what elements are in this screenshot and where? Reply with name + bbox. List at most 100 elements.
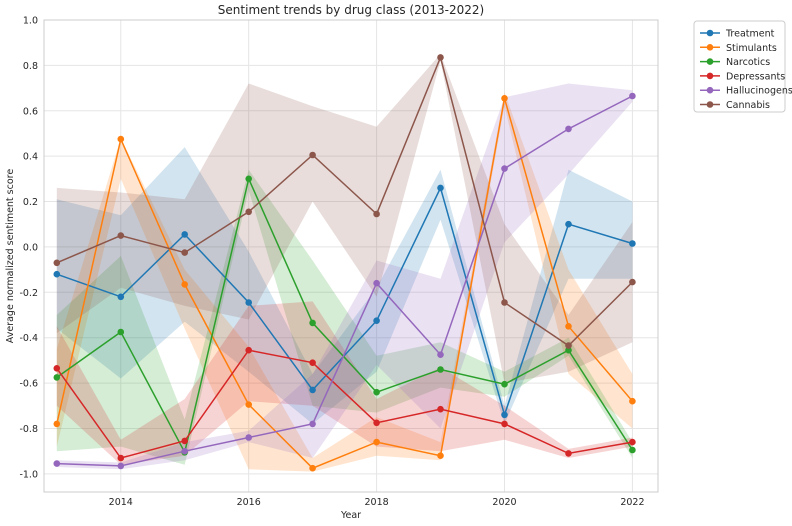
cannabis-point xyxy=(245,208,252,216)
treatment-point xyxy=(181,231,188,238)
y-tick-label: -0.6 xyxy=(19,379,38,390)
narcotics-point xyxy=(565,346,572,354)
depressants-point xyxy=(565,450,572,457)
legend-label: Hallucinogens xyxy=(726,86,792,97)
depressants-point xyxy=(245,346,252,354)
depressants-point xyxy=(117,454,125,462)
x-tick-label: 2020 xyxy=(492,497,516,508)
x-tick-label: 2016 xyxy=(237,497,261,508)
legend-label: Depressants xyxy=(726,71,785,82)
stimulants-line xyxy=(56,98,633,470)
stimulants-point xyxy=(629,397,636,405)
narcotics-point xyxy=(373,388,380,396)
treatment-point xyxy=(373,317,380,325)
y-tick-label: 0.8 xyxy=(23,61,38,72)
y-tick-label: 0.2 xyxy=(23,197,38,208)
narcotics-point xyxy=(629,446,636,454)
narcotics-point xyxy=(437,366,444,373)
x-tick-label: 2022 xyxy=(620,497,644,508)
depressants-point xyxy=(629,438,636,446)
stimulants-point xyxy=(117,135,125,143)
narcotics-point xyxy=(117,328,125,336)
narcotics-band xyxy=(56,169,633,465)
stimulants-point xyxy=(309,464,316,472)
cannabis-band xyxy=(56,54,633,384)
stimulants-point xyxy=(565,323,572,330)
plot-area xyxy=(44,20,658,492)
stimulants-legend-marker xyxy=(706,44,714,51)
treatment-point xyxy=(245,299,252,306)
y-tick-label: 1.0 xyxy=(23,16,38,27)
cannabis-point xyxy=(309,151,316,159)
narcotics-point xyxy=(53,374,61,381)
depressants-line xyxy=(56,349,633,459)
treatment-point xyxy=(309,386,316,394)
cannabis-point xyxy=(373,210,380,218)
y-tick-label: -1.0 xyxy=(19,469,38,480)
legend-label: Treatment xyxy=(725,29,775,40)
y-tick-label: -0.2 xyxy=(19,288,38,299)
hallucinogens-line xyxy=(56,95,633,467)
treatment-point xyxy=(437,184,444,192)
treatment-point xyxy=(629,240,636,247)
hallucinogens-point xyxy=(181,447,188,455)
cannabis-point xyxy=(181,249,188,256)
cannabis-point xyxy=(437,54,444,61)
narcotics-point xyxy=(309,319,316,327)
x-axis-label: Year xyxy=(340,510,361,521)
treatment-point xyxy=(501,411,508,419)
plot-frame xyxy=(43,19,659,493)
stimulants-point xyxy=(53,420,61,428)
narcotics-point xyxy=(245,175,252,183)
treatment-legend-marker xyxy=(706,29,714,37)
depressants-point xyxy=(309,359,316,367)
stimulants-point xyxy=(373,438,380,446)
hallucinogens-point xyxy=(53,460,61,467)
cannabis-point xyxy=(117,232,125,239)
chart-title: Sentiment trends by drug class (2013-202… xyxy=(218,3,484,17)
narcotics-legend-marker xyxy=(706,58,714,65)
hallucinogens-point xyxy=(117,462,125,470)
series-points xyxy=(53,54,636,472)
y-tick-label: 0.0 xyxy=(23,242,38,253)
stimulants-point xyxy=(437,452,444,460)
treatment-point xyxy=(53,270,61,278)
y-axis-label: Average normalized sentiment score xyxy=(5,169,16,344)
cannabis-point xyxy=(629,278,636,286)
legend-label: Stimulants xyxy=(726,43,777,54)
treatment-point xyxy=(565,220,572,228)
stimulants-point xyxy=(501,95,508,102)
legend-box xyxy=(693,20,786,113)
depressants-point xyxy=(373,419,380,427)
depressants-point xyxy=(437,405,444,413)
depressants-point xyxy=(501,420,508,428)
x-tick-label: 2014 xyxy=(109,497,133,508)
hallucinogens-point xyxy=(437,351,444,359)
hallucinogens-point xyxy=(565,125,572,133)
hallucinogens-band xyxy=(56,83,633,470)
x-tick-labels: 2014 2016 2018 2020 2022 xyxy=(109,497,645,508)
x-tick-label: 2018 xyxy=(364,497,388,508)
depressants-band xyxy=(56,301,633,465)
legend: Treatment Stimulants Narcotics Depressants H… xyxy=(693,20,792,113)
stimulants-point xyxy=(181,281,188,288)
hallucinogens-point xyxy=(309,420,316,428)
cannabis-point xyxy=(53,259,61,267)
cannabis-point xyxy=(565,342,572,349)
y-tick-label: -0.4 xyxy=(19,333,38,344)
y-tick-label: 0.4 xyxy=(23,152,38,163)
legend-label: Narcotics xyxy=(726,57,770,68)
gridlines xyxy=(44,19,658,492)
cannabis-legend-marker xyxy=(706,101,714,108)
hallucinogens-point xyxy=(629,92,636,100)
cannabis-line xyxy=(56,55,633,347)
stimulants-point xyxy=(245,401,252,408)
depressants-point xyxy=(181,437,188,445)
hallucinogens-point xyxy=(245,434,252,441)
hallucinogens-point xyxy=(501,165,508,172)
y-tick-labels: -1.0 -0.8 -0.6 -0.4 -0.2 0.0 0.2 0.4 0.6 0.8 1.0 xyxy=(19,16,38,481)
narcotics-point xyxy=(501,380,508,388)
hallucinogens-point xyxy=(373,279,380,287)
hallucinogens-legend-marker xyxy=(706,86,714,94)
